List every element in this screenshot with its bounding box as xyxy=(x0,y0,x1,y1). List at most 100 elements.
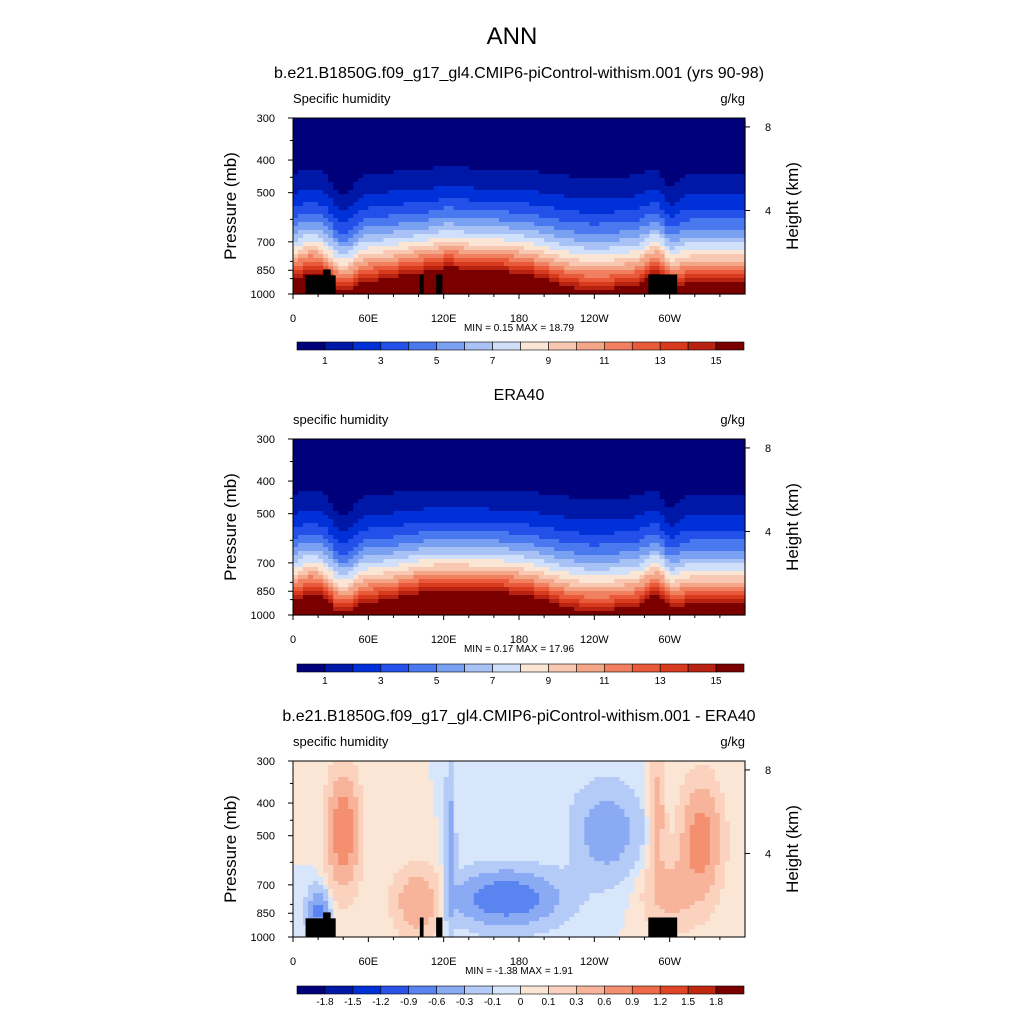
field-cell xyxy=(674,166,681,171)
field-cell xyxy=(463,146,470,151)
field-cell xyxy=(413,118,420,123)
field-cell xyxy=(544,186,550,191)
field-cell xyxy=(368,210,374,215)
field-cell xyxy=(428,467,435,472)
field-cell xyxy=(293,282,299,287)
field-cell xyxy=(559,166,565,171)
field-cell xyxy=(448,270,455,275)
field-cell xyxy=(383,471,390,476)
field-cell xyxy=(293,226,299,231)
field-cell xyxy=(313,218,319,223)
field-cell xyxy=(328,202,334,207)
field-cell xyxy=(564,178,570,183)
field-cell xyxy=(664,178,671,183)
field-cell xyxy=(453,439,460,444)
field-cell xyxy=(428,459,435,464)
field-cell xyxy=(468,278,475,283)
field-cell xyxy=(684,162,691,167)
field-cell xyxy=(669,443,676,448)
field-cell xyxy=(513,158,520,163)
field-cell xyxy=(393,282,400,287)
field-cell xyxy=(358,182,364,187)
field-cell xyxy=(458,166,465,171)
field-cell xyxy=(679,166,686,171)
field-cell xyxy=(539,150,545,155)
field-cell xyxy=(353,266,359,271)
field-cell xyxy=(714,471,721,476)
field-cell xyxy=(368,262,374,267)
field-cell xyxy=(519,439,525,444)
field-cell xyxy=(363,447,369,452)
field-cell xyxy=(629,266,636,271)
field-cell xyxy=(699,206,706,211)
field-cell xyxy=(529,274,535,279)
field-cell xyxy=(473,126,480,131)
field-cell xyxy=(614,146,621,151)
field-cell xyxy=(308,202,314,207)
field-cell xyxy=(403,130,410,135)
field-cell xyxy=(358,122,364,127)
field-cell xyxy=(503,226,510,231)
field-cell xyxy=(398,194,405,199)
field-cell xyxy=(554,166,560,171)
field-cell xyxy=(483,210,490,215)
field-cell xyxy=(529,258,535,263)
field-cell xyxy=(624,475,631,480)
field-cell xyxy=(549,282,555,287)
field-cell xyxy=(368,234,374,239)
field-cell xyxy=(639,234,646,239)
field-cell xyxy=(694,475,701,480)
field-cell xyxy=(599,274,605,279)
field-cell xyxy=(659,439,666,444)
field-cell xyxy=(503,242,510,247)
field-cell xyxy=(724,150,731,155)
field-cell xyxy=(559,278,565,283)
field-cell xyxy=(539,158,545,163)
field-cell xyxy=(564,182,570,187)
field-cell xyxy=(694,439,701,444)
field-cell xyxy=(599,439,605,444)
field-cell xyxy=(634,222,641,227)
field-cell xyxy=(293,190,299,195)
field-cell xyxy=(453,194,460,199)
field-cell xyxy=(353,162,359,167)
field-cell xyxy=(483,246,490,251)
field-cell xyxy=(378,459,384,464)
field-cell xyxy=(699,254,706,259)
field-cell xyxy=(534,250,540,255)
field-cell xyxy=(694,210,701,215)
field-cell xyxy=(634,471,641,476)
field-cell xyxy=(298,286,304,291)
field-cell xyxy=(378,214,384,219)
field-cell xyxy=(734,222,741,227)
field-cell xyxy=(423,186,430,191)
field-cell xyxy=(729,290,736,295)
field-cell xyxy=(353,451,359,456)
field-cell xyxy=(624,254,631,259)
field-cell xyxy=(619,463,626,468)
field-cell xyxy=(539,206,545,211)
field-cell xyxy=(569,258,575,263)
field-cell xyxy=(599,126,605,131)
field-cell xyxy=(478,142,485,147)
field-cell xyxy=(448,146,455,151)
field-cell xyxy=(378,238,384,243)
field-cell xyxy=(338,178,344,183)
field-cell xyxy=(584,290,590,295)
field-cell xyxy=(544,150,550,155)
field-cell xyxy=(684,126,691,131)
field-cell xyxy=(483,134,490,139)
field-cell xyxy=(393,479,400,484)
field-cell xyxy=(544,254,550,259)
field-cell xyxy=(719,190,726,195)
field-cell xyxy=(519,254,525,259)
field-cell xyxy=(458,122,465,127)
field-cell xyxy=(699,142,706,147)
field-cell xyxy=(443,158,450,163)
field-cell xyxy=(368,467,374,472)
field-cell xyxy=(428,258,435,263)
field-cell xyxy=(554,258,560,263)
field-cell xyxy=(544,262,550,267)
field-cell xyxy=(458,134,465,139)
field-cell xyxy=(478,230,485,235)
